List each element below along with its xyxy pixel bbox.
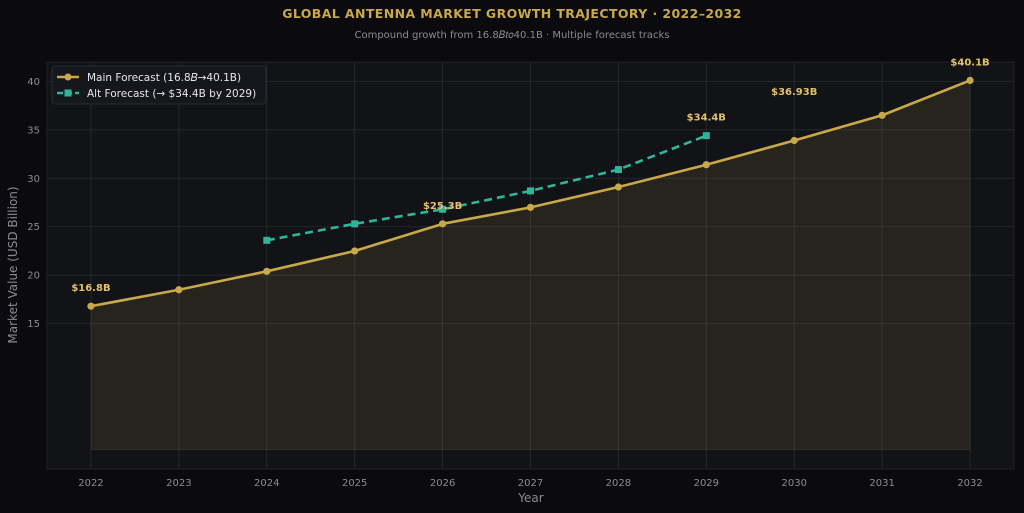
- data-point: [702, 161, 710, 169]
- data-point: [614, 183, 623, 191]
- data-point: [263, 236, 271, 244]
- x-tick-label: 2024: [254, 478, 279, 489]
- data-point: [87, 302, 95, 310]
- legend: Main Forecast (16.8𝐵→40.1B) Alt Forecast …: [51, 65, 267, 105]
- data-point: [614, 166, 622, 174]
- data-label: $16.8B: [71, 283, 110, 294]
- data-label: $34.4B: [687, 113, 726, 124]
- y-tick-label: 30: [27, 174, 40, 185]
- y-tick-label: 40: [27, 77, 40, 88]
- data-point: [702, 132, 710, 140]
- y-axis-label: Market Value (USD Billion): [6, 186, 20, 343]
- x-tick-label: 2026: [430, 478, 455, 489]
- data-point: [790, 136, 798, 145]
- legend-marker: [64, 89, 72, 97]
- x-tick-label: 2029: [694, 478, 719, 489]
- legend-box: [51, 65, 267, 105]
- x-axis-label: Year: [517, 491, 543, 505]
- data-point: [878, 111, 886, 119]
- data-point: [263, 267, 271, 275]
- x-tick-label: 2023: [166, 478, 191, 489]
- x-tick-label: 2022: [78, 478, 103, 489]
- y-tick-label: 20: [27, 271, 40, 282]
- data-label: $40.1B: [950, 57, 989, 68]
- y-tick-label: 35: [27, 125, 40, 136]
- x-tick-label: 2032: [957, 478, 982, 489]
- chart-title: GLOBAL ANTENNA MARKET GROWTH TRAJECTORY …: [282, 6, 742, 21]
- data-point: [175, 286, 183, 294]
- y-tick-label: 15: [27, 319, 40, 330]
- x-tick-label: 2030: [782, 478, 807, 489]
- data-label: $36.93B: [771, 87, 817, 98]
- data-point: [351, 247, 359, 255]
- legend-label-0: Main Forecast (16.8𝐵→40.1B): [87, 72, 241, 84]
- legend-marker: [64, 73, 72, 81]
- x-tick-label: 2025: [342, 478, 367, 489]
- data-point: [351, 220, 359, 228]
- x-tick-label: 2031: [869, 478, 894, 489]
- x-tick-label: 2027: [518, 478, 543, 489]
- data-label: $25.3B: [423, 201, 462, 212]
- series-layer: [87, 76, 974, 310]
- x-tick-label: 2028: [606, 478, 631, 489]
- chart-subtitle: Compound growth from 16.8𝐵𝑡𝑜40.1B · Mult…: [354, 30, 669, 41]
- series-line-1: [266, 134, 707, 242]
- annotation-layer: $16.8B $25.3B $34.4B $36.93B $40.1B: [71, 57, 989, 294]
- data-point: [526, 203, 535, 211]
- data-point: [438, 220, 447, 228]
- y-tick-label: 25: [27, 222, 40, 233]
- data-point: [527, 187, 534, 195]
- legend-label-1: Alt Forecast (→ $34.4B by 2029): [87, 88, 256, 100]
- data-point: [966, 76, 974, 85]
- data-point: [439, 205, 447, 213]
